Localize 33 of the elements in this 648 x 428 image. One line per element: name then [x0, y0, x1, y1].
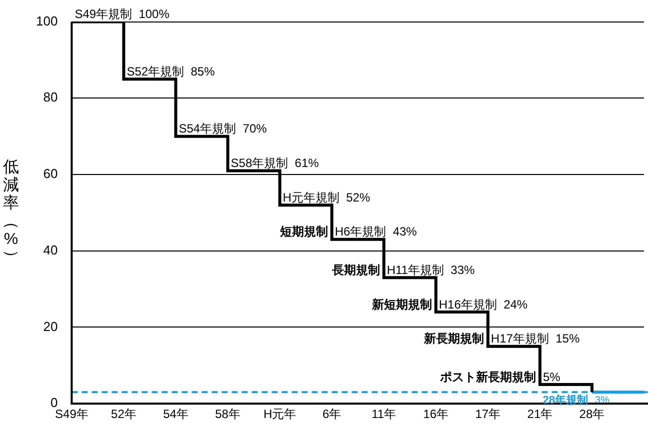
y-tick-label: 40 [43, 242, 58, 258]
annotation: S58年規制 61% [230, 156, 320, 170]
annotation: 新短期規制 [370, 297, 432, 312]
annotation: 新長期規制 [422, 332, 484, 346]
y-tick-label: 80 [43, 90, 58, 105]
annotation: S49年規制 100% [74, 7, 170, 22]
annotation: H16年規制 24% [438, 297, 528, 312]
annotation: H6年規制 43% [334, 224, 418, 239]
y-axis-title: 低減率（%） [2, 159, 20, 266]
y-tick-label: 60 [43, 166, 58, 182]
annotation: 5% [542, 370, 561, 384]
annotation: H17年規制 15% [490, 332, 580, 346]
x-tick-label: S49年 [55, 407, 88, 422]
annotation: 長期規制 [330, 262, 380, 277]
annotation: 短期規制 [278, 224, 328, 239]
annotation: ポスト新長期規制 [438, 370, 536, 384]
x-tick-label: 11年 [372, 407, 396, 422]
annotation: H元年規制 52% [282, 190, 370, 204]
y-tick-label: 0 [50, 395, 58, 410]
x-tick-label: 6年 [322, 407, 342, 422]
x-tick-label: H元年 [263, 407, 296, 422]
x-tick-label: 54年 [163, 407, 188, 422]
x-tick-label: 16年 [423, 407, 449, 422]
x-tick-label: 21年 [527, 407, 553, 422]
annotation: H11年規制 33% [386, 262, 475, 277]
x-tick-label: 28年 [579, 407, 605, 422]
x-tick-label: 52年 [111, 407, 136, 422]
annotation: S54年規制 70% [178, 122, 268, 136]
x-tick-label: 58年 [215, 407, 240, 422]
y-tick-label: 20 [43, 318, 58, 334]
x-tick-label: 17年 [475, 407, 501, 422]
y-tick-label: 100 [36, 13, 58, 28]
annotation: S52年規制 85% [126, 64, 216, 78]
